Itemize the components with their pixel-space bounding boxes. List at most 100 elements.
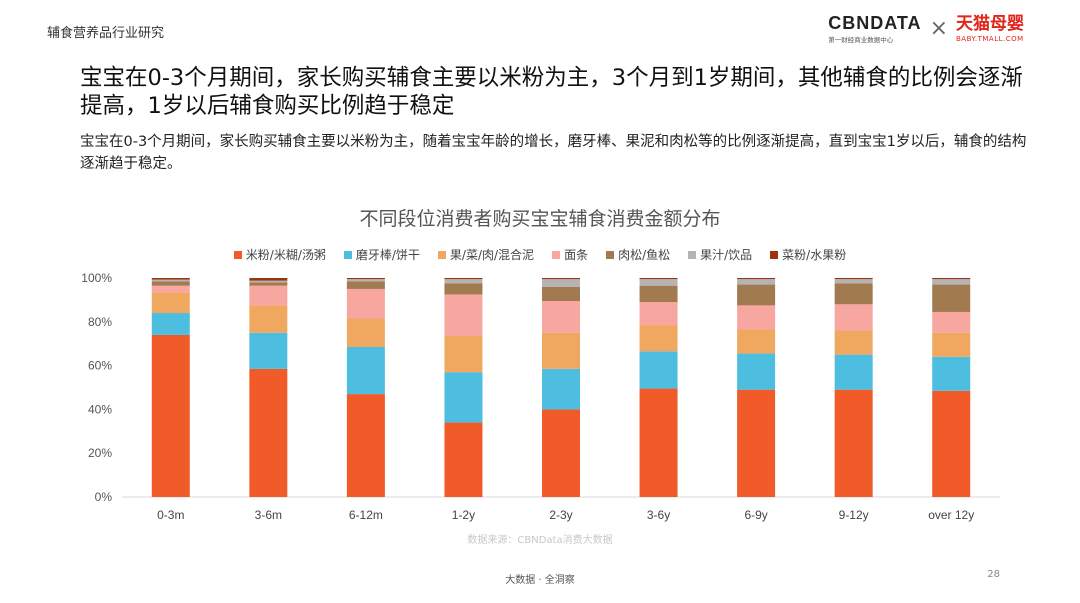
x-tick-label: 9-12y [839,508,869,522]
bar-segment [151,334,190,497]
legend-item: 果汁/饮品 [688,246,752,263]
bar-segment [542,286,580,301]
bar-segment [737,279,776,285]
bar-segment [151,279,190,282]
bar-segment [542,300,580,333]
bar-segment [834,283,873,305]
tmall-baby-logo-text: 天猫母婴 [956,14,1024,34]
bar-segment [542,278,580,280]
bar-segment [737,389,776,497]
bar-segment [249,332,288,369]
bar-segment [346,346,385,395]
bar-segment [932,278,971,280]
bar-segment [932,279,971,285]
x-tick-label: 0-3m [157,508,184,522]
bar-segment [444,422,483,497]
legend-item: 磨牙棒/饼干 [343,246,420,263]
bar-segment [346,288,385,319]
bar-segment [542,409,580,497]
bar-segment [932,311,971,333]
bar-segment [249,305,288,333]
x-tick-label: 6-12m [349,508,383,522]
bar-segment [151,281,190,286]
bar-segment [932,284,971,312]
bar-segment [346,279,385,282]
bar-segment [737,284,776,306]
bar-segment [444,294,483,337]
legend-swatch [688,250,697,259]
legend-label: 面条 [564,248,589,262]
y-tick-label: 40% [88,402,112,416]
bar-segment [249,278,288,281]
bar-segment [249,280,288,283]
bar-segment [639,285,678,303]
bar-segment [151,285,190,293]
bar-segment [346,278,385,280]
bar-segment [444,279,483,284]
bar-segment [346,394,385,497]
x-tick-label: over 12y [928,508,974,522]
bar-segment [249,282,288,286]
bar-segment [932,356,971,391]
bar-segment [834,279,873,284]
bar-segment [737,353,776,390]
legend-swatch [437,250,446,259]
bar-segment [834,304,873,331]
bar-segment [737,305,776,330]
y-tick-label: 60% [88,359,112,373]
y-tick-label: 20% [88,446,112,460]
bar-segment [444,283,483,295]
footer-slogan: 大数据 · 全洞察 [505,575,575,586]
bar-segment [932,390,971,497]
bar-segment [151,278,190,280]
x-tick-label: 2-3y [549,508,572,522]
legend-swatch [233,250,242,259]
tmall-baby-logo: 天猫母婴 BABY.TMALL.COM [956,15,1024,43]
legend-label: 菜粉/水果粉 [782,248,847,262]
bar-segment [639,278,678,280]
x-tick-label: 1-2y [452,508,475,522]
x-tick-label: 6-9y [744,508,767,522]
legend-swatch [606,250,615,259]
page-number: 28 [987,569,1000,580]
bar-segment [639,279,678,286]
legend-item: 果/菜/肉/混合泥 [437,246,535,263]
y-tick-label: 100% [81,271,112,285]
legend-label: 磨牙棒/饼干 [355,248,420,262]
bar-segment [737,278,776,280]
legend-item: 菜粉/水果粉 [770,246,846,263]
cbndata-logo-subtitle: 第一财经商业数据中心 [828,36,894,44]
x-tick-label: 3-6y [647,508,670,522]
bar-segment [639,302,678,326]
bar-segment [346,318,385,347]
legend-item: 面条 [552,246,588,263]
chart-legend: 米粉/米糊/汤粥 磨牙棒/饼干 果/菜/肉/混合泥 面条 肉松/鱼松 果汁/饮品 菜粉/水果… [0,246,1080,263]
bar-segment [834,278,873,280]
bar-segment [151,292,190,314]
bar-segment [834,389,873,497]
bar-segment [151,313,190,335]
bar-segment [542,332,580,369]
legend-swatch [552,250,561,259]
slide-summary: 宝宝在0-3个月期间，家长购买辅食主要以米粉为主，随着宝宝年龄的增长，磨牙棒、果… [80,134,1027,172]
cbndata-logo: CBNDATA 第一财经商业数据中心 [828,14,921,44]
cross-icon: × [929,16,948,41]
chart-title: 不同段位消费者购买宝宝辅食消费金额分布 [359,208,721,230]
legend-swatch [343,250,352,259]
report-section-title: 辅食营养品行业研究 [47,26,165,41]
bar-segment [834,330,873,355]
bar-segment [639,351,678,389]
legend-label: 果/菜/肉/混合泥 [449,248,535,262]
x-tick-label: 3-6m [255,508,282,522]
bar-segment [639,325,678,352]
bar-segment [639,388,678,497]
bar-segment [249,285,288,306]
legend-swatch [770,250,779,259]
data-source-note: 数据来源：CBNData消费大数据 [467,535,613,546]
legend-item: 肉松/鱼松 [606,246,670,263]
brand-logos: CBNDATA 第一财经商业数据中心 × 天猫母婴 BABY.TMALL.COM [828,14,1024,44]
bar-segment [932,332,971,357]
legend-label: 肉松/鱼松 [618,248,671,262]
slide-headline: 宝宝在0-3个月期间，家长购买辅食主要以米粉为主，3个月到1岁期间，其他辅食的比… [80,65,1023,119]
